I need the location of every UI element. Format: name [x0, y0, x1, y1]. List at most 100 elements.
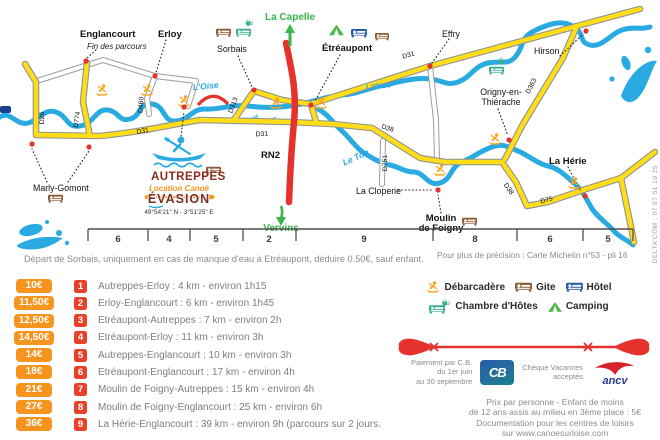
- river-label-oise-west: L'Oise: [192, 80, 219, 93]
- chambre-hotes-cup-icon: [245, 19, 254, 27]
- logo-paddle-icon: [144, 194, 215, 200]
- scale-segment-km: 6: [115, 234, 120, 245]
- logo-coordinates: 49°54'21" N - 3°51'25" E: [144, 208, 213, 216]
- road-label-d26: D26: [39, 112, 46, 125]
- route-number-badge: 5: [74, 348, 87, 362]
- route-number-badge: 1: [74, 279, 87, 293]
- fin-des-parcours-label: Fin des parcours: [87, 42, 147, 51]
- town-englancourt: Englancourt: [80, 29, 136, 40]
- gite-icon: [375, 33, 389, 41]
- scale-segment-km: 6: [547, 234, 552, 245]
- cb-card-logo: CB: [480, 359, 515, 385]
- footer-website: sur www.canoesurloise.com: [501, 427, 609, 438]
- town-hirson: Hirson: [534, 46, 560, 56]
- river-label-oise-east: L'Oise: [365, 79, 392, 93]
- scale-segment-km: 4: [166, 234, 172, 245]
- departure-note: Départ de Sorbais, uniquement en cas de …: [24, 254, 424, 264]
- town-origny-line2: Thiérache: [481, 97, 520, 107]
- scale-segment-km: 5: [213, 234, 219, 245]
- route-number-badge: 4: [74, 331, 87, 345]
- road-label-d460: D460: [137, 96, 145, 113]
- logo-tagline: Location Canoë: [149, 184, 210, 193]
- direction-la-capelle: La Capelle: [265, 12, 315, 23]
- road-label-d38-south: D38: [502, 182, 515, 196]
- price-badge: 12,50€: [13, 313, 55, 328]
- white-roads: [35, 58, 439, 186]
- route-description: Moulin de Foigny-Englancourt : 25 km - e…: [98, 401, 323, 413]
- road-label-d31-left: D31: [136, 127, 150, 136]
- scale-segment-km: 9: [361, 234, 366, 245]
- splash-top-right-decoration: [609, 46, 657, 103]
- price-row: 12,50€ 3 Etréaupont-Autreppes : 7 km - e…: [6, 313, 392, 328]
- gite-icon: [462, 217, 477, 226]
- route-description: Etréaupont-Englancourt : 17 km - environ…: [98, 366, 295, 378]
- scale-segment-km: 5: [605, 234, 611, 245]
- price-badge: 18€: [16, 365, 52, 380]
- legend-hotel-label: Hôtel: [586, 281, 612, 293]
- map-legend: Débarcadère Gite Hôtel Chambre d'Hôtes: [392, 281, 646, 320]
- route-number-badge: 9: [74, 417, 87, 431]
- town-effry: Effry: [442, 29, 461, 39]
- chambre-hotes-icon: [429, 299, 451, 314]
- price-badge: 10€: [16, 279, 52, 293]
- town-la-herie: La Hérie: [549, 156, 587, 167]
- price-row: 14,50€ 4 Etréaupont-Erloy : 11 km - envi…: [6, 330, 392, 345]
- canoe-paddler-icon: [152, 136, 206, 168]
- price-badge: 11,50€: [13, 296, 55, 311]
- camping-icon: [329, 24, 344, 36]
- price-badge: 21€: [16, 382, 52, 397]
- town-origny-line1: Origny-en-: [480, 87, 522, 97]
- route-map: Englancourt Fin des parcours Erloy Sorba…: [0, 5, 659, 250]
- paddle-icon: [398, 338, 650, 356]
- chambre-hotes-bed-icon: [236, 28, 251, 37]
- price-badge: 27€: [16, 400, 52, 415]
- footer-line: Documentation pour les centres de loisir…: [476, 417, 634, 428]
- price-badge: 14€: [16, 348, 52, 363]
- debarcadere-icon: [433, 164, 447, 176]
- route-number-badge: 3: [74, 314, 87, 328]
- road-label-d774: D774: [73, 111, 82, 128]
- town-la-cloperie: La Cloperie: [356, 186, 401, 196]
- footer-info: Prix par personne - Enfant de moins de 1…: [452, 397, 658, 438]
- logo-town-name: AUTREPPES: [151, 171, 226, 183]
- price-badge: 14,50€: [13, 330, 55, 345]
- town-sorbais: Sorbais: [217, 44, 247, 54]
- river-label-ton: Le Ton: [341, 147, 371, 167]
- access-dots: [29, 28, 589, 199]
- legend-camping-label: Camping: [565, 301, 609, 312]
- route-number-badge: 7: [74, 383, 87, 397]
- road-label-d751: D751: [382, 155, 389, 171]
- legend-chambre-hotes-label: Chambre d'Hôtes: [455, 301, 538, 312]
- price-row: 11,50€ 2 Erloy-Englancourt : 6 km - envi…: [6, 296, 392, 311]
- road-label-d31-diag: D31: [402, 50, 416, 60]
- price-row: 10€ 1 Autreppes-Erloy : 4 km - environ 1…: [6, 279, 392, 293]
- route-description: Autreppes-Englancourt : 10 km - environ …: [98, 349, 292, 361]
- gite-icon: [48, 194, 63, 203]
- road-rn2: [282, 39, 299, 206]
- route-description: Etréaupont-Autreppes : 7 km - environ 2h: [98, 315, 282, 327]
- arrow-up-la-capelle: [285, 24, 295, 46]
- debarcadere-icon: [426, 281, 441, 293]
- road-label-d38-west: D38: [380, 123, 394, 134]
- cb-payment-text: Paiement par C.B. du 1er juin au 30 sept…: [410, 358, 473, 386]
- splash-bottom-left-decoration: [17, 220, 70, 250]
- road-label-d75: D75: [540, 195, 554, 205]
- gite-icon: [515, 282, 533, 292]
- design-credit: DELTA'COM : 07 87 51 10 25: [652, 165, 659, 264]
- route-description: Moulin de Foigny-Autreppes : 15 km - env…: [98, 384, 315, 396]
- road-label-rn2: RN2: [261, 150, 280, 161]
- cheque-vacances-text: Chèque Vacances acceptés: [522, 362, 584, 382]
- route-number-badge: 8: [74, 400, 87, 414]
- distance-scale-bar: 6 4 5 2 9 8 6 5: [87, 228, 634, 245]
- debarcadere-icon: [488, 133, 502, 145]
- svg-text:ancv: ancv: [602, 375, 628, 386]
- river-ton-path: [315, 106, 636, 248]
- price-badge: 36€: [16, 417, 52, 432]
- logo-brand: ÉVASION: [148, 191, 210, 206]
- town-erloy: Erloy: [158, 29, 182, 40]
- town-moulin-line1: Moulin: [426, 213, 457, 224]
- route-description: Autreppes-Erloy : 4 km - environ 1h15: [98, 280, 267, 292]
- price-row: 36€ 9 La Hérie-Englancourt : 39 km - env…: [6, 417, 392, 432]
- dam-marker: [0, 106, 11, 113]
